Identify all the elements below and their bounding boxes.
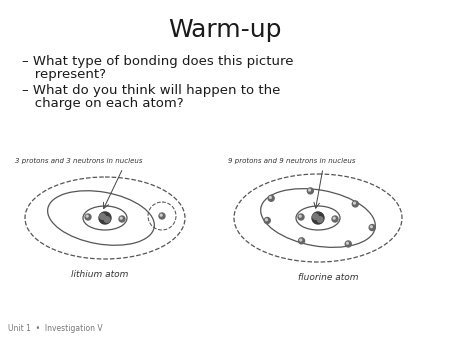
Circle shape	[307, 188, 313, 194]
Circle shape	[120, 217, 122, 219]
Text: Warm-up: Warm-up	[168, 18, 282, 42]
Text: fluorine atom: fluorine atom	[298, 273, 358, 282]
Text: Unit 1  •  Investigation V: Unit 1 • Investigation V	[8, 324, 103, 333]
Circle shape	[104, 217, 110, 222]
Circle shape	[346, 242, 348, 244]
Circle shape	[86, 215, 88, 217]
Circle shape	[312, 212, 324, 224]
Circle shape	[370, 226, 372, 228]
Circle shape	[352, 201, 358, 207]
Circle shape	[332, 216, 338, 222]
Circle shape	[313, 214, 318, 219]
Circle shape	[266, 219, 267, 221]
Circle shape	[159, 213, 165, 219]
Text: lithium atom: lithium atom	[71, 270, 129, 279]
Circle shape	[119, 216, 125, 222]
Circle shape	[345, 241, 351, 247]
Circle shape	[264, 218, 270, 223]
Text: – What type of bonding does this picture: – What type of bonding does this picture	[22, 55, 293, 68]
Circle shape	[300, 239, 302, 241]
Circle shape	[298, 238, 305, 244]
Circle shape	[309, 189, 310, 191]
Circle shape	[268, 195, 274, 201]
Text: represent?: represent?	[22, 68, 106, 81]
Circle shape	[270, 197, 271, 198]
Circle shape	[160, 214, 162, 216]
Circle shape	[299, 215, 301, 217]
Circle shape	[99, 212, 111, 224]
Circle shape	[333, 217, 335, 219]
Text: charge on each atom?: charge on each atom?	[22, 97, 184, 110]
Circle shape	[298, 214, 304, 220]
Circle shape	[354, 202, 356, 204]
Circle shape	[369, 224, 375, 231]
Text: 3 protons and 3 neutrons in nucleus: 3 protons and 3 neutrons in nucleus	[15, 158, 143, 164]
Circle shape	[100, 214, 105, 219]
Circle shape	[317, 217, 323, 222]
Text: – What do you think will happen to the: – What do you think will happen to the	[22, 84, 280, 97]
Text: 9 protons and 9 neutrons in nucleus: 9 protons and 9 neutrons in nucleus	[228, 158, 356, 164]
Circle shape	[85, 214, 91, 220]
